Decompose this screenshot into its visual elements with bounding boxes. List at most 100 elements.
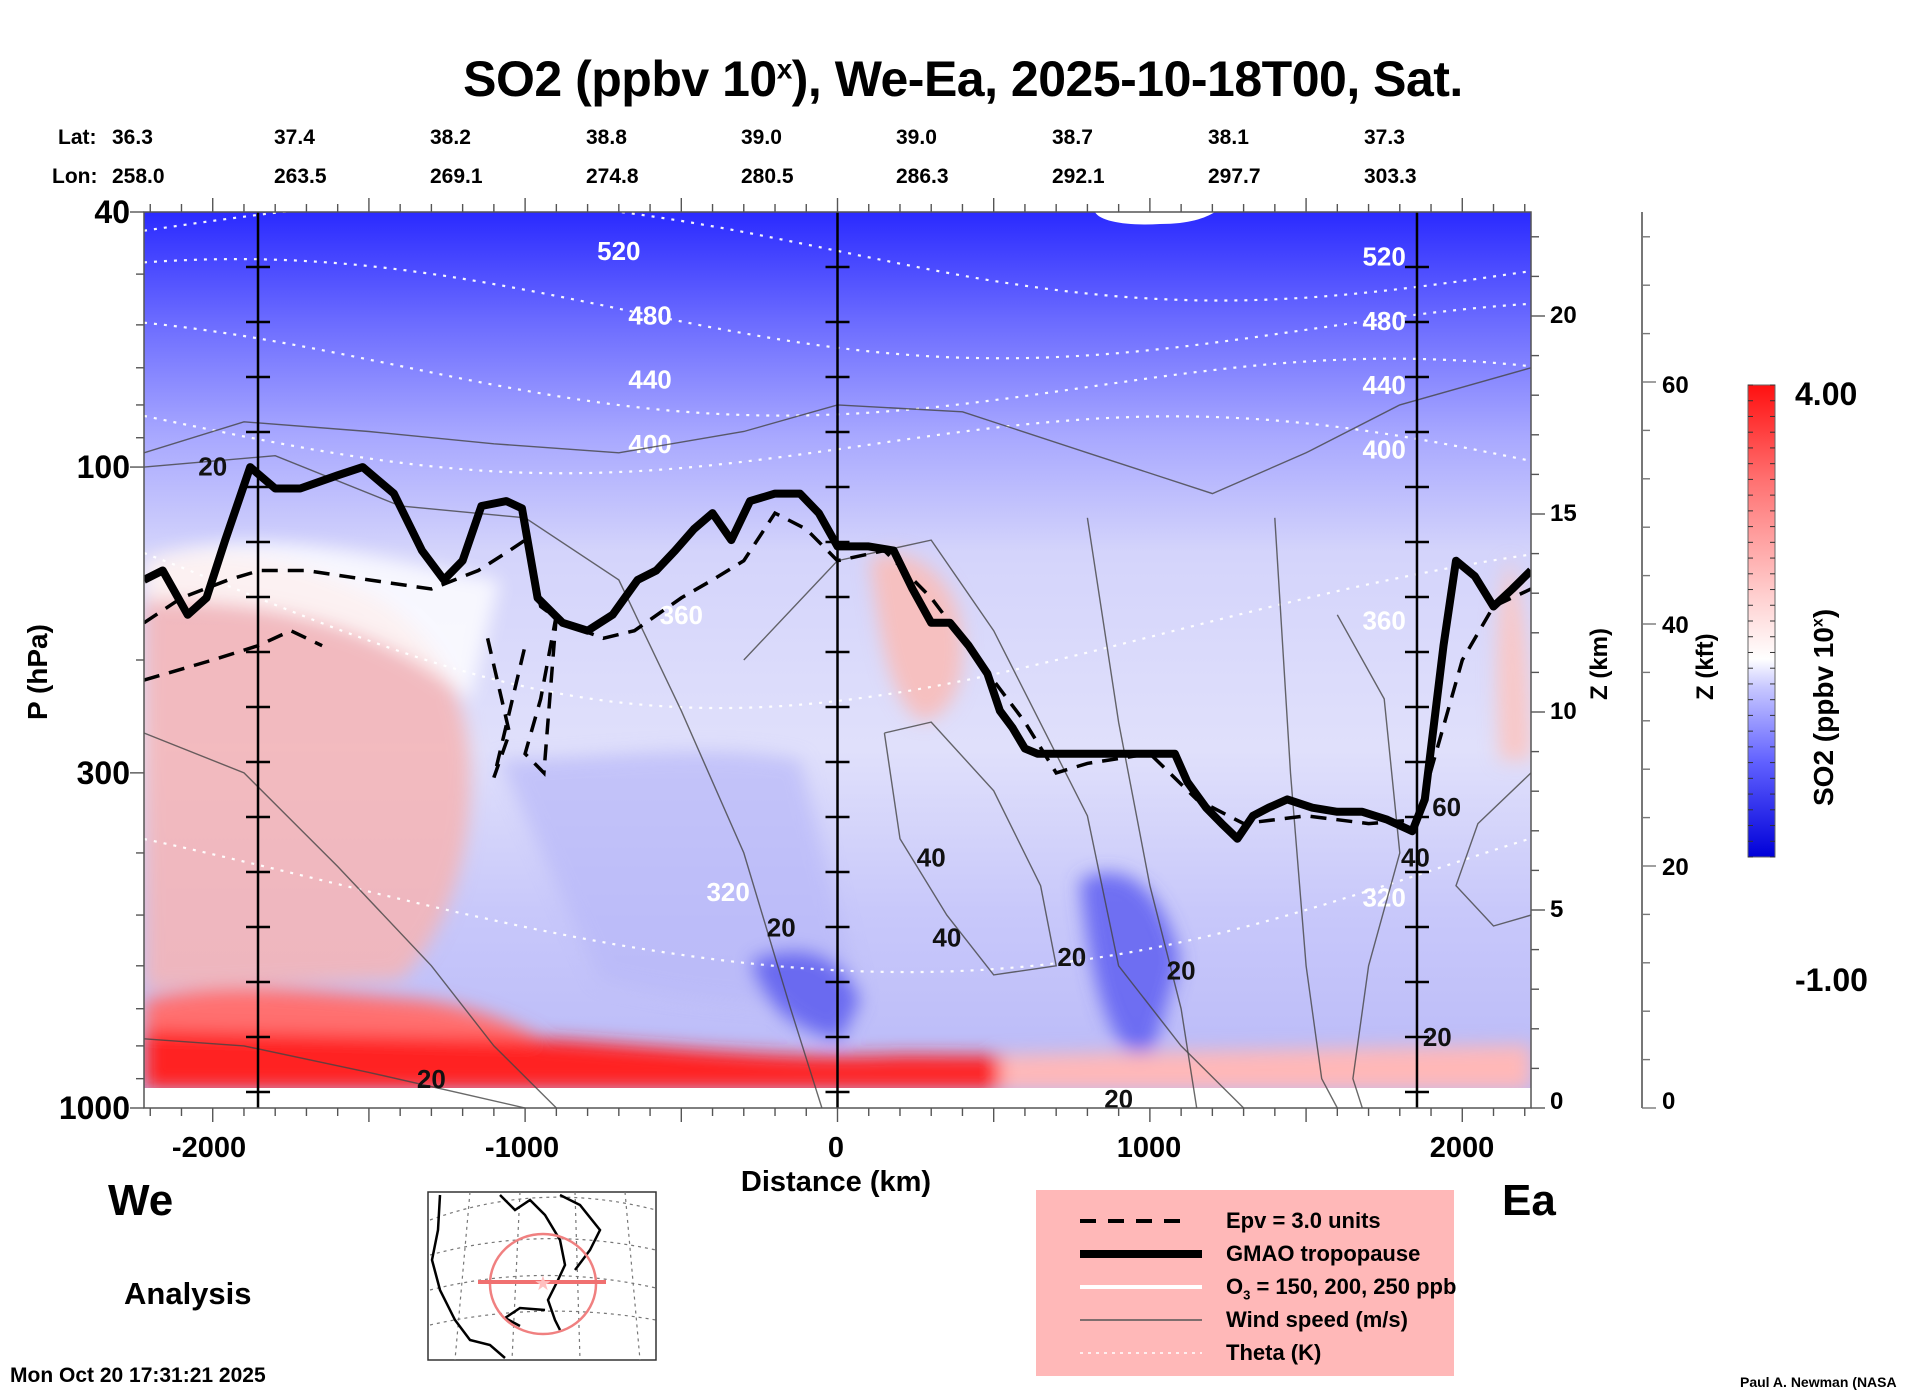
zkft-tick-20: 20	[1662, 854, 1689, 881]
theta-line	[144, 551, 1531, 710]
wind-contour	[1455, 772, 1531, 927]
coastlines	[430, 1193, 602, 1359]
colorbar-ticks	[1748, 384, 1775, 858]
top-white-patch	[1095, 212, 1215, 225]
theta-label: 480	[628, 300, 671, 330]
theta-label: 480	[1362, 306, 1405, 336]
theta-label: 520	[1362, 241, 1405, 271]
map-center-star-icon: ★	[534, 1273, 552, 1295]
colorbar-min-label: -1.00	[1795, 962, 1868, 998]
analysis-label: Analysis	[124, 1276, 252, 1311]
lon-label: Lon:	[52, 165, 98, 188]
theta-label: 360	[660, 600, 703, 630]
wind-label: 20	[767, 912, 796, 942]
xtick-minus2000: -2000	[171, 1132, 247, 1164]
chart-title: SO2 (ppbv 10x), We-Ea, 2025-10-18T00, Sa…	[0, 50, 1926, 108]
lat-value: 38.7	[1052, 126, 1093, 149]
colorbar-label-end: )	[1808, 608, 1839, 619]
so2-positive-region-center	[870, 553, 963, 720]
epv-contour	[485, 637, 527, 779]
lon-value: 297.7	[1208, 165, 1261, 188]
theta-label: 320	[706, 877, 749, 907]
lat-value: 37.4	[274, 126, 315, 149]
zkft-tick-0: 0	[1662, 1088, 1676, 1115]
lat-value: 38.1	[1208, 126, 1249, 149]
wind-label: 60	[1432, 792, 1461, 822]
wind-label: 40	[917, 843, 946, 873]
wind-contour	[144, 1038, 526, 1108]
legend-label-tropopause: GMAO tropopause	[1226, 1241, 1421, 1266]
wind-contour	[1086, 517, 1198, 1108]
zkm-tick-0: 0	[1550, 1088, 1564, 1115]
west-label: We	[108, 1176, 174, 1225]
wind-contour	[883, 721, 1058, 976]
epv-contour	[523, 614, 559, 777]
so2-negative-region-low	[750, 950, 860, 1040]
so2-anomalies	[144, 542, 1531, 1090]
wind-contour	[1274, 517, 1338, 1108]
lon-value: 303.3	[1364, 165, 1417, 188]
credit: Paul A. Newman (NASA	[1740, 1374, 1897, 1390]
locator-map: ★	[427, 1191, 657, 1361]
wind-label: 20	[1104, 1084, 1133, 1114]
wind-label: 20	[198, 451, 227, 481]
epv-contour	[144, 510, 1531, 826]
so2-neutral-region	[144, 542, 500, 700]
lon-value: 274.8	[586, 165, 639, 188]
o3-rest: = 150, 200, 250 ppb	[1250, 1274, 1457, 1299]
title-superscript: x	[776, 53, 793, 85]
ytick-1000: 1000	[58, 1090, 130, 1126]
wind-label: 20	[1057, 942, 1086, 972]
theta-label: 400	[1362, 434, 1405, 464]
wind-label: 20	[1167, 955, 1196, 985]
kft-axis	[1641, 212, 1656, 1109]
title-main: SO2 (ppbv 10	[463, 51, 777, 107]
zkft-tick-60: 60	[1662, 372, 1689, 399]
lat-label: Lat:	[58, 126, 97, 149]
ytick-40: 40	[94, 194, 130, 230]
lon-value: 280.5	[741, 165, 794, 188]
colorbar-label: SO2 (ppbv 10x)	[1808, 609, 1840, 806]
so2-positive-region-west	[144, 552, 470, 990]
east-label: Ea	[1502, 1176, 1556, 1225]
x-axis-label: Distance (km)	[740, 1166, 932, 1198]
axis-ticks	[130, 198, 1545, 1122]
xtick-minus1000: -1000	[484, 1132, 560, 1164]
zkft-axis-label: Z (kft)	[1692, 633, 1719, 700]
legend-label-theta: Theta (K)	[1226, 1340, 1322, 1365]
marker-lines	[246, 212, 1429, 1108]
wind-contour	[144, 732, 557, 1108]
xtick-1000: 1000	[1116, 1132, 1182, 1164]
lat-value: 39.0	[741, 126, 782, 149]
legend-label-epv: Epv = 3.0 units	[1226, 1208, 1381, 1233]
title-rest: ), We-Ea, 2025-10-18T00, Sat.	[791, 51, 1464, 107]
theta-label: 520	[597, 236, 640, 266]
theta-label: 360	[1362, 605, 1405, 635]
ytick-100: 100	[76, 449, 130, 485]
tropopause-line	[144, 463, 1531, 843]
zkm-tick-10: 10	[1550, 698, 1577, 725]
theta-label: 400	[628, 429, 671, 459]
lat-value: 38.2	[430, 126, 471, 149]
zkm-tick-15: 15	[1550, 500, 1577, 527]
o3-prefix: O	[1226, 1274, 1244, 1299]
lat-value: 36.3	[112, 126, 153, 149]
xtick-2000: 2000	[1429, 1132, 1495, 1164]
lon-value: 292.1	[1052, 165, 1105, 188]
colorbar-max-label: 4.00	[1795, 376, 1858, 412]
wind-label: 40	[932, 923, 961, 953]
lon-value: 263.5	[274, 165, 327, 188]
xtick-0: 0	[827, 1132, 845, 1164]
lon-value: 286.3	[896, 165, 949, 188]
o3-sub: 3	[1243, 1287, 1251, 1303]
so2-surface-east	[1000, 1045, 1531, 1090]
lon-value: 269.1	[430, 165, 483, 188]
tropopause-path	[144, 463, 1531, 843]
timestamp: Mon Oct 20 17:31:21 2025	[10, 1364, 266, 1387]
legend: Epv = 3.0 units GMAO tropopause O3 = 150…	[1036, 1190, 1457, 1376]
lat-value: 38.8	[586, 126, 627, 149]
zkm-axis-label: Z (km)	[1586, 628, 1613, 700]
so2-positive-region-east	[1497, 560, 1531, 760]
